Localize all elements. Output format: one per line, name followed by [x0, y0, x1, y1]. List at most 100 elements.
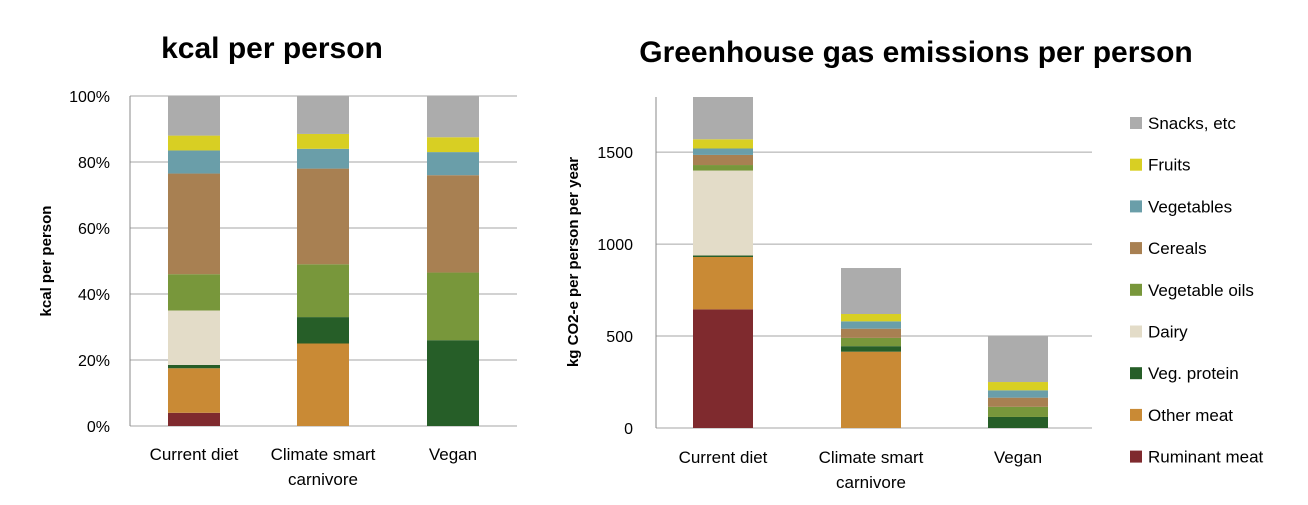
kcal-bar-climate-smart-carnivore-fruits [297, 133, 349, 149]
kcal-bar-climate-smart-carnivore-veg-protein [297, 317, 349, 344]
ghg-bar-current-diet-veg-protein [693, 255, 753, 257]
y-tick-label: 60% [78, 221, 110, 238]
y-tick-label: 100% [69, 89, 110, 106]
kcal-bar-current-diet-fruits [168, 135, 220, 151]
legend-label: Other meat [1148, 406, 1233, 425]
ghg-bar-current-diet-other-meat [693, 256, 753, 310]
y-tick-label: 0 [624, 421, 633, 438]
x-tick-label: Vegan [994, 448, 1042, 467]
kcal-bar-climate-smart-carnivore-vegetable-oils [297, 264, 349, 318]
legend-swatch [1130, 200, 1142, 213]
x-tick-label: Current diet [150, 445, 239, 464]
legend-item-ruminant-meat: Ruminant meat [1130, 448, 1264, 467]
legend: Snacks, etc Fruits Vegetables Cereals Vegeta… [1130, 114, 1264, 467]
kcal-bar-current-diet-veg-protein [168, 364, 220, 369]
legend-label: Vegetables [1148, 197, 1232, 216]
ghg-bars [693, 97, 1048, 428]
kcal-bar-current-diet-cereals [168, 173, 220, 275]
legend-label: Snacks, etc [1148, 114, 1236, 133]
legend-item-vegetable-oils: Vegetable oils [1130, 281, 1254, 300]
kcal-chart-title: kcal per person [161, 32, 383, 65]
kcal-bar-current-diet-dairy [168, 310, 220, 365]
kcal-y-tick-labels: 0% 20% 40% 60% 80% 100% [69, 89, 110, 436]
legend-swatch [1130, 242, 1142, 255]
kcal-bar-current-diet-vegetable-oils [168, 274, 220, 311]
ghg-y-tick-labels: 0 500 1000 1500 [597, 145, 633, 438]
legend-swatch [1130, 283, 1142, 296]
kcal-bar-climate-smart-carnivore-cereals [297, 168, 349, 265]
x-tick-label: Current diet [679, 448, 768, 467]
kcal-bar-climate-smart-carnivore-snacks-etc [297, 96, 349, 134]
legend-item-snacks-etc: Snacks, etc [1130, 114, 1236, 133]
legend-swatch [1130, 325, 1142, 338]
legend-label: Veg. protein [1148, 364, 1239, 383]
kcal-bar-current-diet-other-meat [168, 368, 220, 413]
ghg-bar-current-diet-vegetables [693, 148, 753, 155]
kcal-bars [168, 96, 479, 426]
ghg-y-axis-label: kg CO2-e per person per year [565, 157, 582, 367]
ghg-bar-climate-smart-carnivore-vegetables [841, 321, 901, 329]
y-tick-label: 0% [87, 419, 110, 436]
kcal-bar-vegan-cereals [427, 175, 479, 273]
kcal-bar-vegan-vegetable-oils [427, 272, 479, 341]
kcal-bar-vegan-snacks-etc [427, 96, 479, 138]
ghg-bar-vegan-fruits [988, 382, 1048, 391]
legend-swatch [1130, 158, 1142, 171]
legend-item-cereals: Cereals [1130, 239, 1207, 258]
ghg-bar-climate-smart-carnivore-veg-protein [841, 346, 901, 352]
y-tick-label: 40% [78, 287, 110, 304]
ghg-bar-climate-smart-carnivore-snacks-etc [841, 268, 901, 314]
ghg-bar-vegan-vegetable-oils [988, 406, 1048, 417]
ghg-chart: Greenhouse gas emissions per person kg C… [565, 36, 1264, 492]
kcal-bar-current-diet-vegetables [168, 150, 220, 174]
ghg-bar-vegan-cereals [988, 397, 1048, 407]
legend-label: Dairy [1148, 323, 1188, 342]
x-tick-label: Climate smart carnivore [819, 448, 924, 492]
kcal-y-axis-label: kcal per person [38, 206, 55, 317]
y-tick-label: 20% [78, 353, 110, 370]
y-tick-label: 80% [78, 155, 110, 172]
x-tick-label: Climate smart carnivore [271, 445, 376, 489]
y-tick-label: 500 [606, 329, 633, 346]
legend-item-dairy: Dairy [1130, 323, 1188, 342]
legend-item-other-meat: Other meat [1130, 406, 1233, 425]
ghg-bar-current-diet-ruminant-meat [693, 309, 753, 428]
ghg-chart-title: Greenhouse gas emissions per person [639, 36, 1193, 69]
y-tick-label: 1000 [597, 237, 633, 254]
ghg-bar-climate-smart-carnivore-cereals [841, 328, 901, 338]
legend-label: Fruits [1148, 156, 1191, 175]
kcal-bar-vegan-veg-protein [427, 340, 479, 426]
kcal-bar-climate-smart-carnivore-other-meat [297, 343, 349, 426]
ghg-bar-vegan-vegetables [988, 390, 1048, 398]
y-tick-label: 1500 [597, 145, 633, 162]
legend-label: Ruminant meat [1148, 448, 1264, 467]
legend-label: Vegetable oils [1148, 281, 1254, 300]
ghg-bar-current-diet-snacks-etc [693, 97, 753, 140]
ghg-bar-vegan-snacks-etc [988, 336, 1048, 383]
kcal-bar-climate-smart-carnivore-vegetables [297, 148, 349, 169]
ghg-bar-climate-smart-carnivore-vegetable-oils [841, 337, 901, 347]
legend-swatch [1130, 117, 1142, 129]
kcal-bar-current-diet-snacks-etc [168, 96, 220, 136]
legend-swatch [1130, 450, 1142, 463]
kcal-x-tick-labels: Current diet Climate smart carnivore Vegan [150, 445, 478, 489]
ghg-x-tick-labels: Current diet Climate smart carnivore Vegan [679, 448, 1043, 492]
legend-item-veg-protein: Veg. protein [1130, 364, 1239, 383]
kcal-bar-vegan-fruits [427, 137, 479, 153]
legend-swatch [1130, 408, 1142, 421]
ghg-bar-current-diet-cereals [693, 154, 753, 166]
kcal-chart: kcal per person kcal per person 0% 20% 40%… [38, 32, 517, 489]
legend-swatch [1130, 367, 1142, 380]
ghg-bar-current-diet-dairy [693, 170, 753, 256]
ghg-bar-current-diet-vegetable-oils [693, 165, 753, 171]
ghg-bar-climate-smart-carnivore-fruits [841, 313, 901, 322]
legend-item-fruits: Fruits [1130, 156, 1191, 175]
kcal-bar-vegan-vegetables [427, 152, 479, 176]
ghg-bar-climate-smart-carnivore-other-meat [841, 351, 901, 428]
kcal-bar-current-diet-ruminant-meat [168, 412, 220, 426]
x-tick-label: Vegan [429, 445, 477, 464]
ghg-bar-vegan-veg-protein [988, 416, 1048, 428]
legend-label: Cereals [1148, 239, 1207, 258]
legend-item-vegetables: Vegetables [1130, 197, 1232, 216]
